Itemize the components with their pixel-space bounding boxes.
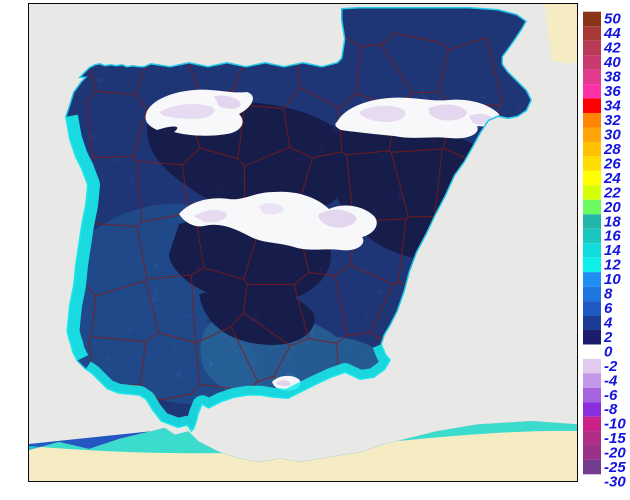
svg-text:28: 28 — [603, 141, 621, 158]
svg-text:4: 4 — [603, 315, 613, 332]
svg-text:30: 30 — [604, 127, 621, 144]
svg-text:24: 24 — [603, 170, 621, 187]
svg-text:14: 14 — [604, 242, 621, 259]
svg-text:26: 26 — [603, 155, 621, 172]
svg-text:-25: -25 — [604, 459, 626, 476]
svg-text:8: 8 — [604, 286, 613, 303]
svg-text:-20: -20 — [604, 445, 626, 462]
svg-text:-6: -6 — [604, 387, 618, 404]
svg-text:44: 44 — [603, 25, 621, 42]
svg-text:18: 18 — [604, 213, 621, 230]
svg-text:12: 12 — [604, 257, 621, 274]
svg-text:-8: -8 — [604, 401, 618, 418]
svg-text:42: 42 — [603, 40, 621, 57]
svg-text:0: 0 — [604, 344, 613, 361]
svg-text:-2: -2 — [604, 358, 618, 375]
svg-text:22: 22 — [603, 184, 621, 201]
svg-text:50: 50 — [604, 11, 621, 28]
svg-text:16: 16 — [604, 228, 621, 245]
svg-text:-10: -10 — [604, 416, 626, 433]
svg-text:40: 40 — [603, 54, 621, 71]
svg-text:-4: -4 — [604, 372, 618, 389]
svg-text:-30: -30 — [604, 473, 626, 490]
svg-text:-15: -15 — [604, 430, 626, 447]
svg-text:20: 20 — [603, 199, 621, 216]
svg-text:6: 6 — [604, 300, 613, 317]
svg-text:10: 10 — [604, 271, 621, 288]
svg-text:38: 38 — [604, 69, 621, 86]
svg-text:34: 34 — [604, 98, 621, 115]
svg-text:2: 2 — [603, 329, 613, 346]
svg-text:32: 32 — [604, 112, 621, 129]
svg-text:36: 36 — [604, 83, 621, 100]
